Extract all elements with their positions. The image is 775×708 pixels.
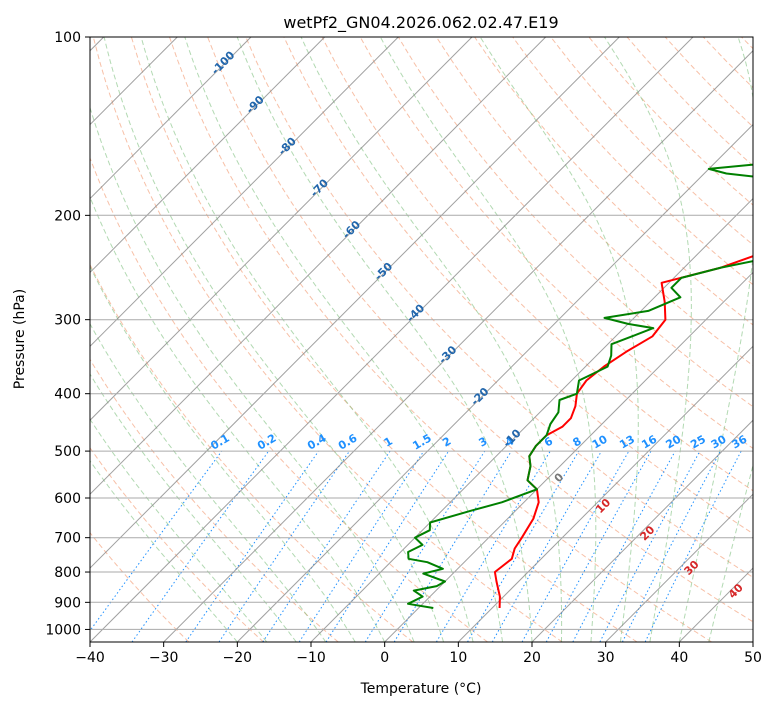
x-axis-label: Temperature (°C) <box>360 681 482 697</box>
mixing-ratio-line <box>185 450 320 642</box>
dry-adiabat-line <box>283 37 753 535</box>
moist-adiabat-line <box>90 265 356 642</box>
x-tick-label: −30 <box>149 650 179 666</box>
dry-adiabat-line <box>130 37 638 642</box>
mixing-ratio-line <box>521 450 630 642</box>
isotherm-line <box>457 345 753 642</box>
mixing-ratio-line <box>325 450 450 642</box>
isotherm-line <box>90 37 620 569</box>
mixing-ratio-line <box>262 450 391 642</box>
x-axis-ticks: −40 −30 −20 −10 0 10 20 30 40 50 <box>75 642 762 666</box>
dry-adiabat-line <box>90 447 264 642</box>
isotherm-line <box>310 197 753 642</box>
dry-adiabat-line <box>90 156 488 642</box>
isotherm-line <box>90 37 252 200</box>
y-tick-label: 700 <box>54 531 81 547</box>
dry-adiabat-line <box>169 37 712 642</box>
isotherm-line <box>531 419 753 642</box>
x-tick-label: −20 <box>223 650 253 666</box>
x-tick-label: 30 <box>597 650 615 666</box>
dry-adiabat-line <box>435 37 753 367</box>
mixing-ratio-line <box>298 450 425 642</box>
isotherm-line <box>163 50 753 642</box>
moist-adiabat-line <box>103 37 445 642</box>
y-tick-label: 1000 <box>45 622 81 638</box>
moist-adiabat-line <box>678 37 753 642</box>
y-tick-label: 600 <box>54 491 81 507</box>
x-tick-label: 20 <box>523 650 541 666</box>
moist-adiabat-line <box>604 37 692 642</box>
y-axis-label: Pressure (hPa) <box>12 289 28 389</box>
mixing-ratio-line <box>90 450 223 632</box>
y-tick-label: 100 <box>54 30 81 46</box>
moist-adiabat-line <box>479 37 639 642</box>
x-tick-label: 0 <box>380 650 389 666</box>
y-tick-label: 800 <box>54 565 81 581</box>
isotherm-line <box>90 37 694 642</box>
moist-adiabat-line <box>90 322 327 642</box>
isotherm-line <box>90 37 399 348</box>
dry-adiabat-line <box>90 263 414 642</box>
mixing-ratio-line <box>218 450 350 642</box>
dry-adiabat-line <box>90 358 339 642</box>
y-tick-label: 400 <box>54 387 81 403</box>
isotherm-line <box>90 37 326 274</box>
mixing-ratio-line <box>393 450 512 642</box>
plot-area: 0.1 0.2 0.4 0.6 1 1.5 2 3 4 6 8 10 13 16 20 25 30 36-100-… <box>90 37 753 642</box>
y-tick-label: 200 <box>54 208 81 224</box>
isotherm-line <box>236 123 753 642</box>
y-tick-label: 500 <box>54 444 81 460</box>
moist-adiabat-line <box>90 195 386 642</box>
dry-adiabat-line <box>321 37 753 492</box>
mixing-ratio-line <box>644 450 742 642</box>
y-tick-label: 900 <box>54 595 81 611</box>
isotherm-line <box>605 493 753 642</box>
chart-title: wetPf2_GN04.2026.062.02.47.E19 <box>283 13 558 33</box>
isotherm-line <box>90 37 473 421</box>
x-tick-label: 10 <box>449 650 467 666</box>
moist-adiabat-line <box>90 418 268 642</box>
moist-adiabat-line <box>90 373 297 642</box>
isotherm-line <box>384 271 753 642</box>
moist-adiabat-line <box>708 463 753 642</box>
moist-adiabat-line <box>300 37 563 642</box>
isotherm-line <box>90 37 547 495</box>
moist-adiabat-line <box>379 37 597 642</box>
mixing-ratio-line <box>572 450 676 642</box>
moist-adiabat-line <box>236 37 533 642</box>
x-tick-label: 40 <box>670 650 688 666</box>
moist-adiabat-line <box>90 460 238 642</box>
dry-adiabat-line <box>92 37 563 642</box>
moist-adiabat-line <box>184 37 503 642</box>
x-tick-label: 50 <box>744 650 762 666</box>
moist-adiabat-line <box>140 37 474 642</box>
dewpoint-profile-line <box>407 163 753 609</box>
background-lines <box>90 37 753 642</box>
dry-adiabat-line <box>90 531 190 642</box>
temperature-profile-line <box>493 255 753 609</box>
x-tick-label: −10 <box>296 650 326 666</box>
plot-frame <box>89 36 754 643</box>
profile-lines <box>407 163 753 609</box>
y-axis-ticks: 100 200 300 400 500 600 700 800 900 1000 <box>45 30 90 638</box>
x-tick-label: −40 <box>75 650 105 666</box>
dry-adiabat-line <box>207 37 753 623</box>
y-tick-label: 300 <box>54 313 81 329</box>
dry-adiabat-line <box>359 37 753 450</box>
mixing-ratio-line <box>545 450 652 642</box>
